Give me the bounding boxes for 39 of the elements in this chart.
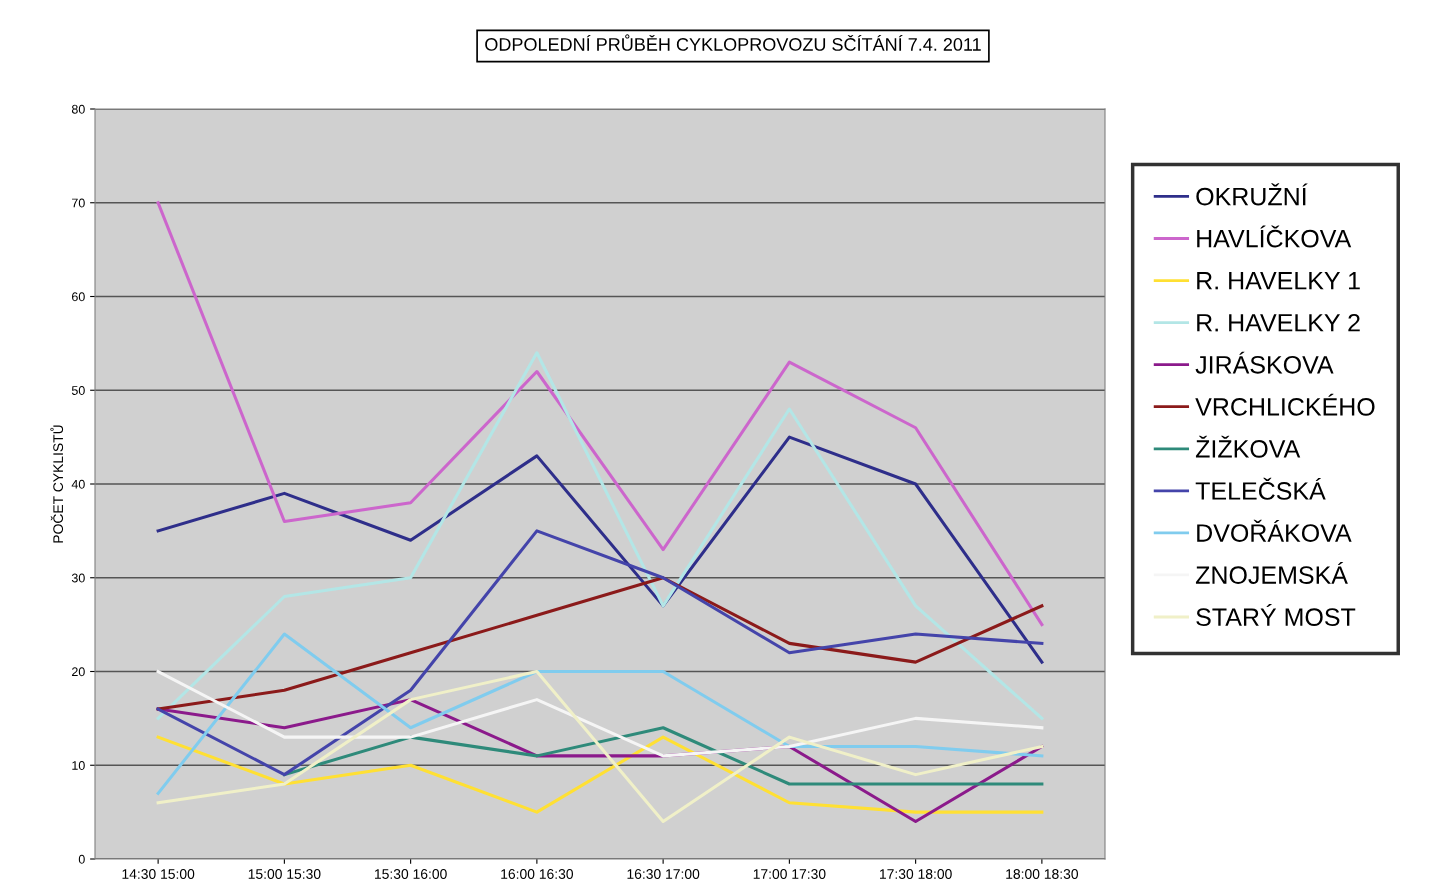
legend-label: TELEČSKÁ <box>1195 477 1326 500</box>
y-axis-title: POČET CYKLISTŮ <box>50 425 64 543</box>
line-series <box>156 669 1044 824</box>
legend-label: JIRÁSKOVA <box>1195 351 1334 374</box>
line-series <box>156 735 1044 814</box>
line-series <box>156 669 1044 758</box>
x-tick-label: 16:30 17:00 <box>627 869 700 879</box>
y-tick-label: 50 <box>71 386 85 395</box>
x-tick-label: 17:30 18:00 <box>880 869 952 879</box>
line-series <box>156 529 1044 777</box>
x-tick-label: 17:00 17:30 <box>753 869 826 879</box>
y-tick-label: 20 <box>72 667 85 677</box>
legend-label: R. HAVELKY 1 <box>1197 272 1360 290</box>
legend-label: R. HAVELKY 2 <box>1197 313 1360 332</box>
line-series <box>156 351 1044 720</box>
y-tick-label: 30 <box>71 573 85 583</box>
chart-title: ODPOLEDNÍ PRŮBĚH CYKLOPROVOZU SČÍTÁNÍ 7.4. 2011 <box>485 34 981 51</box>
legend-label: ZNOJEMSKÁ <box>1195 562 1348 584</box>
x-tick-label: 18:00 18:30 <box>1006 869 1079 879</box>
y-tick-label: 10 <box>72 761 85 770</box>
x-tick-label: 16:00 16:30 <box>501 869 574 879</box>
line-series <box>156 632 1044 795</box>
y-tick-label: 60 <box>72 292 85 302</box>
legend-label: ŽIŽKOVA <box>1195 435 1301 458</box>
y-tick-label: 70 <box>72 198 85 208</box>
legend-label: DVOŘÁKOVA <box>1197 519 1352 542</box>
y-tick-label: 40 <box>71 479 85 489</box>
legend-label: HAVLÍČKOVA <box>1197 225 1352 248</box>
x-tick-label: 15:30 16:00 <box>375 869 447 879</box>
legend-label: OKRUŽNÍ <box>1196 183 1308 206</box>
x-tick-label: 15:00 15:30 <box>248 869 321 879</box>
line-series <box>156 576 1044 711</box>
y-tick-label: 80 <box>71 104 85 114</box>
y-tick-label: 0 <box>78 854 85 864</box>
line-series <box>156 201 1044 627</box>
legend-label: STARÝ MOST <box>1196 604 1356 626</box>
legend-label: VRCHLICKÉHO <box>1195 393 1375 416</box>
line-series <box>156 435 1044 664</box>
x-tick-label: 14:30 15:00 <box>122 869 195 879</box>
